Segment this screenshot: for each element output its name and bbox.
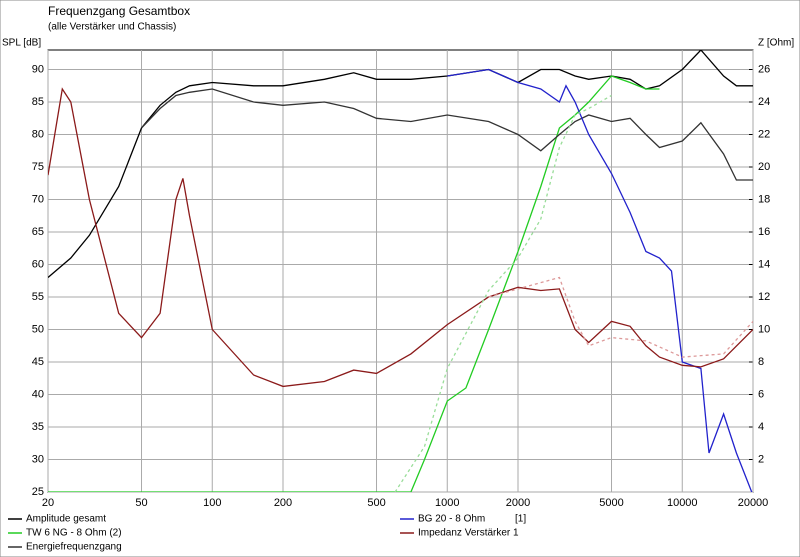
y-tick-label: 25: [32, 486, 44, 498]
y2-tick-label: 10: [758, 323, 770, 335]
y2-tick-label: 8: [758, 356, 764, 368]
plot-lines: [48, 50, 753, 492]
x-tick-label: 1000: [435, 497, 459, 509]
legend-label: Impedanz Verstärker 1: [418, 528, 519, 539]
legend-channel: [1]: [515, 514, 526, 525]
y-tick-label: 70: [32, 193, 44, 205]
legend-label: BG 20 - 8 Ohm: [418, 514, 485, 525]
y-tick-label: 90: [32, 63, 44, 75]
series-line: [141, 88, 753, 181]
chart-title: Frequenzgang Gesamtbox: [48, 4, 190, 18]
x-tick-label: 50: [135, 497, 147, 509]
y-tick-label: 40: [32, 388, 44, 400]
y-tick-label: 35: [32, 421, 44, 433]
y2-tick-label: 20: [758, 161, 770, 173]
y2-tick-label: 22: [758, 128, 770, 140]
x-tick-label: 20000: [738, 497, 769, 509]
y-tick-label: 45: [32, 356, 44, 368]
y2-tick-label: 2: [758, 453, 764, 465]
x-tick-label: 2000: [506, 497, 530, 509]
y2-axis-label: Z [Ohm]: [758, 38, 794, 49]
y-tick-label: 50: [32, 323, 44, 335]
x-tick-label: 500: [367, 497, 385, 509]
y-tick-label: 65: [32, 226, 44, 238]
y-tick-label: 85: [32, 96, 44, 108]
plot-area: [47, 49, 754, 493]
series-line: [394, 94, 612, 492]
y-tick-label: 75: [32, 161, 44, 173]
y2-tick-label: 14: [758, 258, 770, 270]
y-tick-label: 60: [32, 258, 44, 270]
series-line: [48, 75, 660, 492]
x-tick-label: 20: [42, 497, 54, 509]
y-tick-label: 30: [32, 453, 44, 465]
y2-tick-label: 6: [758, 388, 764, 400]
y-axis-label: SPL [dB]: [2, 38, 41, 49]
y2-tick-label: 24: [758, 96, 770, 108]
chart-subtitle: (alle Verstärker und Chassis): [48, 22, 176, 33]
x-tick-label: 200: [274, 497, 292, 509]
y2-tick-label: 18: [758, 193, 770, 205]
y2-tick-label: 26: [758, 63, 770, 75]
legend-label: TW 6 NG - 8 Ohm (2): [26, 528, 122, 539]
series-line: [48, 87, 753, 388]
y2-tick-label: 12: [758, 291, 770, 303]
legend-label: Amplitude gesamt: [26, 514, 106, 525]
legend-label: Energiefrequenzgang: [26, 542, 122, 553]
x-tick-label: 100: [203, 497, 221, 509]
y2-tick-label: 16: [758, 226, 770, 238]
x-tick-label: 5000: [599, 497, 623, 509]
y-tick-label: 55: [32, 291, 44, 303]
x-tick-label: 10000: [667, 497, 698, 509]
y-tick-label: 80: [32, 128, 44, 140]
series-line: [447, 68, 753, 492]
y2-tick-label: 4: [758, 421, 764, 433]
